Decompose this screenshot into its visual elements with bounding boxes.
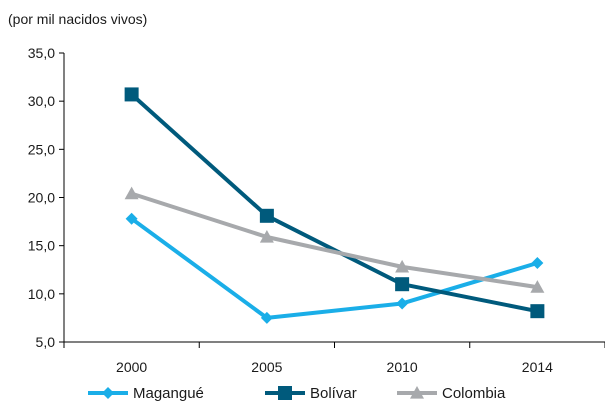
data-point-bol-var (395, 277, 410, 292)
legend-item-magangu-: Magangué (88, 385, 204, 402)
data-point-bol-var (259, 208, 274, 223)
data-point-colombia (395, 259, 410, 273)
data-point-bol-var (124, 87, 139, 102)
data-point-colombia (124, 186, 139, 200)
legend-label-bol-var: Bolívar (310, 385, 357, 402)
x-tick-label: 2000 (116, 359, 147, 375)
x-tick-label: 2010 (387, 359, 418, 375)
legend-label-colombia: Colombia (442, 385, 506, 402)
series-line-colombia (131, 191, 538, 290)
data-point-magangu- (396, 297, 409, 310)
data-point-magangu- (125, 212, 138, 225)
series-magangu- (125, 212, 544, 324)
series-colombia (124, 186, 545, 293)
y-tick-label: 5,0 (36, 334, 56, 350)
data-point-magangu- (531, 257, 544, 270)
x-tick-label: 2014 (522, 359, 553, 375)
data-point-magangu- (260, 311, 273, 324)
series-bol-var (124, 87, 545, 319)
legend-item-colombia: Colombia (397, 385, 506, 402)
data-point-colombia (530, 280, 545, 293)
y-tick-label: 20,0 (28, 190, 55, 206)
legend: Magangué Bolívar Colombia (88, 385, 506, 402)
axes: 5,0 10,0 15,0 20,0 25,0 30,0 35,0 2000 2005 2010 2… (28, 45, 605, 375)
legend-marker-colombia (410, 386, 424, 399)
y-tick-label: 35,0 (28, 45, 55, 61)
series-line-magangu- (130, 217, 538, 320)
x-tick-label: 2005 (251, 359, 282, 375)
y-tick-label: 10,0 (28, 286, 55, 302)
legend-marker-magangu- (102, 387, 114, 399)
legend-marker-bol-var (278, 386, 292, 400)
y-tick-label: 15,0 (28, 238, 55, 254)
legend-item-bol-var: Bolívar (265, 385, 357, 402)
data-point-bol-var (530, 304, 545, 319)
y-tick-label: 30,0 (28, 93, 55, 109)
legend-label-magangu-: Magangué (133, 385, 204, 402)
data-point-colombia (259, 229, 274, 243)
y-axis-label: (por mil nacidos vivos) (8, 11, 147, 27)
series-layer (124, 87, 545, 324)
y-tick-label: 25,0 (28, 141, 55, 157)
